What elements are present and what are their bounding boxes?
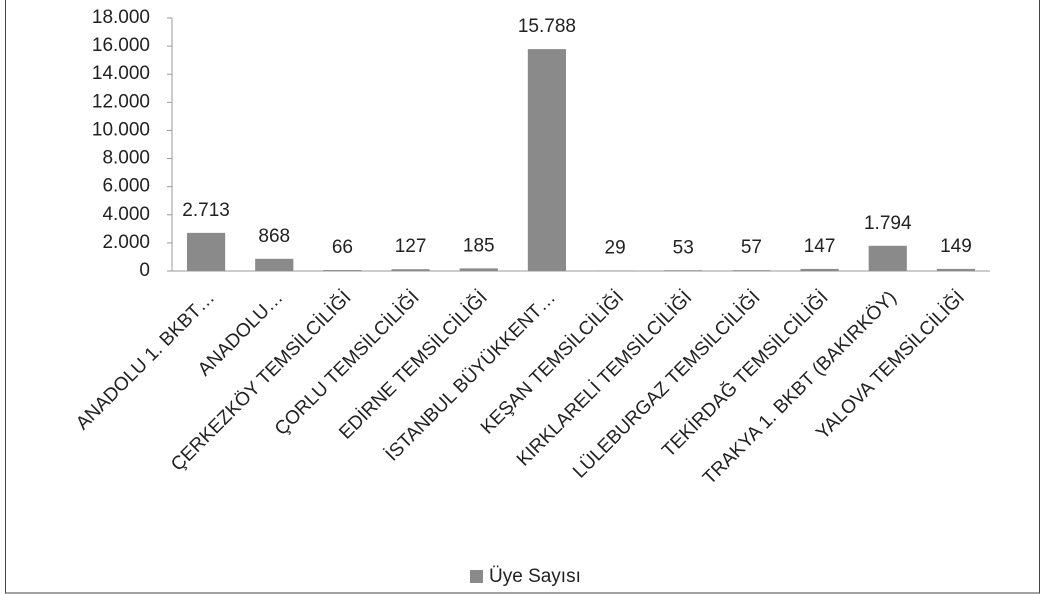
value-label: 185 <box>463 235 495 256</box>
y-tick-label: 2.000 <box>102 232 150 253</box>
bar <box>459 268 498 271</box>
bar <box>527 49 567 272</box>
bar <box>186 232 226 271</box>
bar <box>255 258 294 271</box>
bar <box>936 268 976 271</box>
value-label: 127 <box>395 236 427 257</box>
value-label: 57 <box>741 237 762 258</box>
bar <box>732 270 771 271</box>
value-label: 53 <box>673 237 694 258</box>
value-label: 149 <box>940 236 972 257</box>
value-label: 868 <box>258 226 290 247</box>
value-label: 147 <box>804 236 836 257</box>
x-tick-label: ANADOLU 1. BKBT… <box>72 287 219 434</box>
y-tick-label: 10.000 <box>92 119 150 140</box>
bar <box>664 270 703 271</box>
bar <box>868 245 907 271</box>
value-label: 66 <box>332 237 353 258</box>
value-label: 29 <box>605 238 626 259</box>
y-tick-label: 0 <box>139 260 150 281</box>
bar <box>323 270 362 271</box>
y-tick-label: 14.000 <box>92 63 150 84</box>
y-tick-label: 18.000 <box>92 7 150 28</box>
legend-label: Üye Sayısı <box>489 566 581 587</box>
value-label: 1.794 <box>864 213 912 234</box>
bar <box>800 268 839 271</box>
y-tick-label: 4.000 <box>102 204 150 225</box>
frame <box>5 0 1040 594</box>
y-tick-label: 6.000 <box>102 176 150 197</box>
y-tick-label: 16.000 <box>92 35 150 56</box>
value-label: 15.788 <box>518 16 576 37</box>
y-tick-label: 8.000 <box>102 148 150 169</box>
legend-swatch <box>470 570 483 583</box>
y-tick-label: 12.000 <box>92 91 150 112</box>
bar <box>391 269 430 271</box>
value-label: 2.713 <box>182 200 230 221</box>
